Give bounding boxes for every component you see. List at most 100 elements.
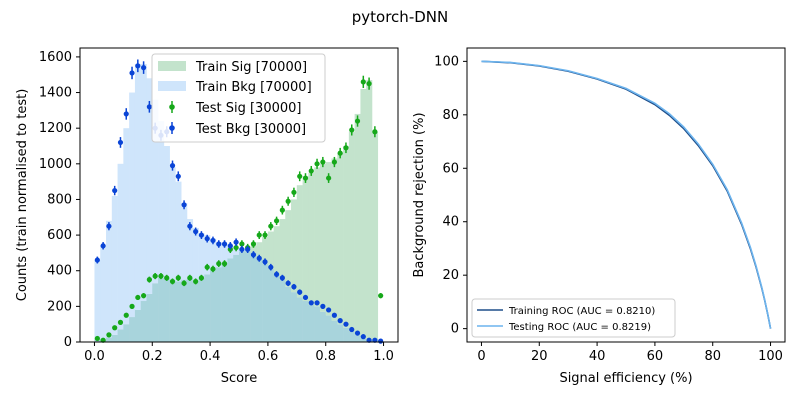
- hist-overlap-bar: [331, 320, 338, 342]
- test-bkg-point: [221, 241, 228, 247]
- hist-overlap-bar: [262, 263, 269, 342]
- test-sig-point: [343, 145, 349, 151]
- x-tick-label: 0.0: [84, 349, 105, 364]
- test-sig-point: [123, 312, 129, 318]
- test-sig-point: [198, 275, 205, 281]
- test-bkg-point: [129, 70, 135, 76]
- x-tick-label: 0.8: [315, 349, 336, 364]
- x-tick-label: 100: [758, 349, 783, 364]
- test-sig-point: [250, 241, 257, 247]
- y-tick-label: 0: [451, 322, 459, 337]
- train-sig-bar: [319, 163, 327, 312]
- histogram-plot-area: [94, 59, 384, 344]
- hist-overlap-bar: [267, 268, 274, 342]
- test-sig-point: [297, 173, 303, 179]
- train-bkg-bar: [192, 227, 199, 282]
- train-sig-bar: [343, 146, 350, 328]
- train-bkg-bar: [140, 64, 147, 302]
- test-bkg-point: [94, 257, 100, 263]
- hist-overlap-bar: [175, 281, 182, 342]
- train-bkg-bar: [129, 92, 136, 318]
- x-tick-label: 20: [531, 349, 548, 364]
- train-sig-bar: [285, 210, 292, 287]
- hist-overlap-bar: [192, 281, 199, 342]
- test-sig-point: [308, 168, 314, 174]
- y-tick-label: 100: [434, 54, 459, 69]
- test-bkg-point: [314, 300, 320, 306]
- train-sig-bar: [267, 231, 274, 269]
- hist-overlap-bar: [233, 254, 240, 342]
- test-sig-point: [372, 129, 378, 135]
- hist-overlap-bar: [163, 277, 170, 342]
- test-bkg-point: [112, 187, 118, 194]
- test-bkg-point: [268, 264, 274, 270]
- test-bkg-point: [279, 275, 285, 281]
- hist-overlap-bar: [215, 267, 222, 342]
- histogram-y-label: Counts (train normalised to test): [15, 89, 30, 302]
- test-sig-point: [262, 232, 268, 238]
- train-bkg-bar: [221, 244, 228, 264]
- y-tick-label: 200: [47, 299, 72, 314]
- hist-overlap-bar: [169, 279, 176, 342]
- test-bkg-point: [123, 111, 129, 117]
- hist-overlap-bar: [181, 279, 188, 342]
- test-sig-point: [337, 150, 343, 156]
- legend-test-bkg-label: Test Bkg [30000]: [195, 122, 306, 137]
- hist-overlap-bar: [111, 334, 118, 342]
- test-bkg-point: [175, 173, 181, 179]
- test-bkg-point: [256, 255, 262, 261]
- x-tick-label: 40: [589, 349, 606, 364]
- hist-overlap-bar: [296, 297, 303, 342]
- y-tick-label: 1400: [39, 86, 72, 101]
- legend-test-sig-marker: [169, 104, 175, 110]
- test-sig-point: [268, 223, 274, 229]
- train-sig-bar: [325, 162, 332, 316]
- hist-overlap-bar: [273, 274, 280, 342]
- test-bkg-point: [245, 246, 251, 252]
- x-tick-label: 0.4: [200, 349, 221, 364]
- train-sig-bar: [256, 242, 263, 259]
- train-bkg-bar: [175, 181, 182, 282]
- hist-overlap-bar: [337, 324, 344, 342]
- legend-test-sig-label: Test Sig [30000]: [195, 101, 301, 116]
- histogram-legend: Train Sig [70000] Train Bkg [70000] Test…: [151, 53, 326, 143]
- train-sig-bar: [337, 153, 344, 325]
- train-bkg-bar: [123, 128, 130, 325]
- y-tick-label: 1000: [39, 157, 72, 172]
- test-sig-point: [233, 244, 239, 251]
- hist-overlap-bar: [106, 337, 113, 342]
- test-sig-point: [187, 275, 193, 281]
- test-sig-point: [210, 266, 216, 272]
- train-sig-bar: [308, 172, 315, 305]
- roc-y-label: Background rejection (%): [412, 112, 427, 277]
- hist-overlap-bar: [129, 317, 136, 342]
- test-sig-point: [135, 294, 141, 301]
- test-bkg-point: [349, 326, 355, 333]
- test-bkg-point: [135, 63, 141, 69]
- test-bkg-point: [100, 243, 106, 249]
- train-bkg-bar: [117, 163, 124, 330]
- hist-overlap-bar: [198, 277, 205, 342]
- test-bkg-point: [250, 252, 257, 258]
- test-sig-point: [112, 325, 118, 331]
- test-sig-point: [273, 218, 280, 224]
- train-bkg-bar: [146, 78, 153, 294]
- legend-train-bkg-label: Train Bkg [70000]: [195, 80, 312, 95]
- test-sig-point: [106, 332, 112, 338]
- test-sig-point: [285, 198, 291, 204]
- hist-overlap-bar: [308, 304, 315, 342]
- test-bkg-point: [302, 294, 309, 301]
- test-bkg-point: [273, 271, 280, 277]
- test-bkg-point: [146, 104, 152, 110]
- test-sig-point: [169, 278, 176, 285]
- hist-overlap-bar: [250, 252, 257, 342]
- hist-overlap-bar: [285, 286, 292, 342]
- hist-overlap-bar: [302, 301, 309, 342]
- test-sig-point: [129, 303, 135, 309]
- test-sig-point: [158, 273, 164, 279]
- test-bkg-point: [297, 289, 303, 295]
- test-sig-point: [360, 79, 366, 85]
- test-sig-point: [152, 273, 158, 279]
- roc-axes-frame: [466, 47, 786, 343]
- hist-overlap-bar: [158, 277, 165, 342]
